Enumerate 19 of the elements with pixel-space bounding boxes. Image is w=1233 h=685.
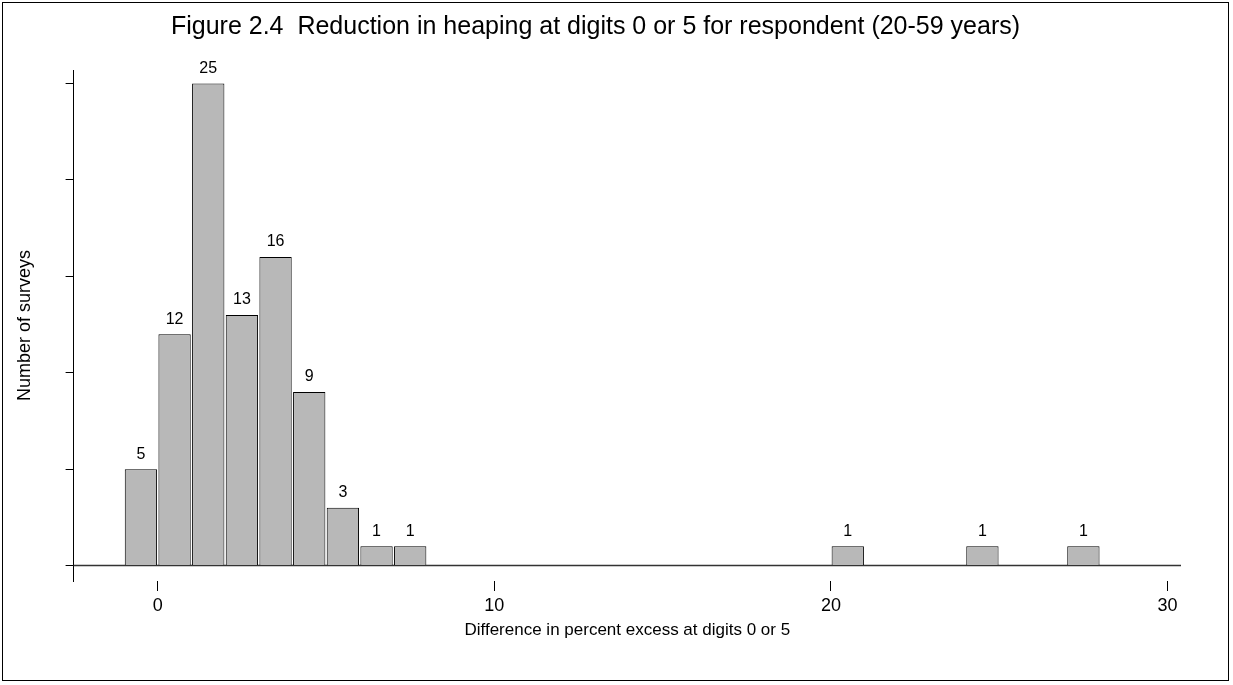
x-tick-label: 30 xyxy=(1157,594,1178,615)
data-label: 9 xyxy=(304,367,314,385)
data-label: 16 xyxy=(266,232,285,250)
x-tick-label: 0 xyxy=(152,594,163,615)
data-label: 25 xyxy=(199,58,218,76)
data-label: 5 xyxy=(136,444,146,462)
data-label: 1 xyxy=(372,521,382,539)
data-label: 1 xyxy=(977,521,987,539)
chart-title: Figure 2.4 Reduction in heaping at digits 0 or 5 for respondent (20-59 years) xyxy=(170,10,1021,39)
x-axis-title: Difference in percent excess at digits 0 or 5 xyxy=(464,620,791,640)
y-axis-title: Number of surveys xyxy=(13,249,34,402)
data-label: 1 xyxy=(843,521,853,539)
data-label: 1 xyxy=(405,521,415,539)
data-label: 12 xyxy=(165,309,184,327)
data-label: 13 xyxy=(233,290,251,308)
data-label: 1 xyxy=(1078,521,1088,539)
x-tick-label: 20 xyxy=(820,594,841,615)
data-label: 3 xyxy=(338,483,348,501)
x-tick-label: 10 xyxy=(484,594,505,615)
